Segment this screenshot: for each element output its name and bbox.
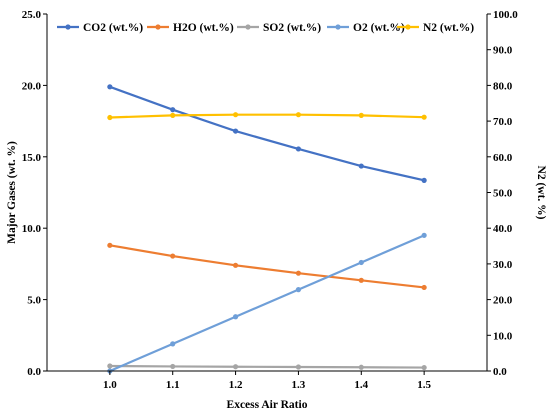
- x-tick-label: 1.2: [229, 379, 243, 391]
- right-y-ticks: 0.0 10.0 20.0 30.0 40.0 50.0 60.0 70.0 80.0 90.0 1…: [487, 9, 518, 378]
- right-y-tick-label: 100.0: [493, 9, 518, 21]
- left-y-tick-label: 25.0: [22, 9, 42, 21]
- legend-label: O2 (wt.%): [353, 22, 405, 34]
- data-point: [421, 114, 427, 120]
- data-point: [295, 146, 302, 152]
- series-layer: [107, 84, 427, 374]
- data-point: [421, 364, 427, 371]
- data-point: [170, 363, 176, 370]
- data-point: [358, 259, 364, 266]
- x-axis-title: Excess Air Ratio: [227, 399, 308, 411]
- x-tick-label: 1.4: [354, 379, 368, 391]
- right-y-axis-title: N2 (wt. %): [535, 166, 547, 220]
- legend-item: SO2 (wt.%): [237, 22, 321, 34]
- data-point: [107, 363, 113, 369]
- right-y-tick-label: 40.0: [493, 223, 513, 235]
- data-point: [358, 277, 364, 283]
- legend-marker: [155, 24, 161, 30]
- right-y-tick-label: 0.0: [493, 366, 507, 378]
- right-y-tick-label: 60.0: [493, 152, 513, 164]
- left-y-tick-label: 5.0: [27, 295, 41, 307]
- data-point: [170, 112, 176, 118]
- data-point: [107, 84, 113, 90]
- data-point: [421, 284, 427, 291]
- left-y-tick-label: 0.0: [27, 366, 41, 378]
- legend-label: SO2 (wt.%): [263, 22, 321, 34]
- x-tick-label: 1.0: [103, 379, 117, 391]
- right-y-tick-label: 20.0: [493, 295, 513, 307]
- legend-label: H2O (wt.%): [173, 22, 234, 34]
- right-y-tick-label: 50.0: [493, 188, 513, 200]
- data-point: [295, 287, 302, 293]
- data-point: [170, 341, 176, 347]
- x-tick-label: 1.5: [417, 379, 431, 391]
- data-point: [358, 163, 364, 169]
- series-2: [107, 363, 427, 371]
- series-line: [108, 113, 426, 119]
- series-1: [107, 242, 427, 291]
- legend-label: N2 (wt.%): [423, 22, 474, 34]
- data-point: [295, 112, 302, 118]
- data-point: [232, 262, 239, 268]
- legend-marker: [335, 24, 341, 30]
- data-point: [358, 364, 364, 370]
- series-3: [107, 232, 427, 374]
- series-line: [108, 364, 426, 369]
- legend-label: CO2 (wt.%): [83, 22, 143, 34]
- right-y-tick-label: 70.0: [493, 116, 513, 128]
- right-y-tick-label: 80.0: [493, 80, 513, 92]
- data-point: [232, 314, 239, 320]
- data-point: [107, 242, 113, 248]
- right-y-tick-label: 90.0: [493, 45, 513, 57]
- data-point: [232, 112, 239, 118]
- legend-item: H2O (wt.%): [147, 22, 234, 34]
- data-point: [232, 364, 239, 370]
- right-y-tick-label: 30.0: [493, 259, 513, 271]
- x-ticks: 1.0 1.1 1.2 1.3 1.4 1.5: [103, 371, 432, 391]
- x-tick-label: 1.1: [166, 379, 180, 391]
- legend-marker: [405, 24, 411, 30]
- left-y-tick-label: 20.0: [22, 80, 42, 92]
- left-y-ticks: 0.0 5.0 10.0 15.0 20.0 25.0: [22, 9, 47, 378]
- series-line: [108, 234, 426, 373]
- data-point: [421, 177, 427, 183]
- legend-marker: [65, 24, 71, 30]
- data-point: [421, 232, 427, 238]
- series-0: [107, 84, 427, 183]
- data-point: [107, 114, 113, 121]
- legend: CO2 (wt.%) H2O (wt.%) SO2 (wt.%) O2 (wt.%) N…: [57, 22, 474, 34]
- left-y-tick-label: 10.0: [22, 223, 42, 235]
- left-y-tick-label: 15.0: [22, 152, 42, 164]
- legend-item: CO2 (wt.%): [57, 22, 143, 34]
- data-point: [358, 112, 364, 118]
- series-4: [107, 112, 427, 121]
- legend-item: N2 (wt.%): [397, 22, 474, 34]
- x-tick-label: 1.3: [292, 379, 306, 391]
- series-line: [108, 244, 426, 289]
- legend-item: O2 (wt.%): [327, 22, 405, 34]
- legend-marker: [245, 24, 251, 30]
- data-point: [295, 270, 302, 276]
- data-point: [170, 253, 176, 259]
- right-y-tick-label: 10.0: [493, 330, 513, 342]
- data-point: [232, 128, 239, 134]
- left-y-axis-title: Major Gases (wt. %): [6, 141, 18, 244]
- data-point: [170, 107, 176, 113]
- series-line: [108, 85, 426, 182]
- data-point: [295, 364, 302, 370]
